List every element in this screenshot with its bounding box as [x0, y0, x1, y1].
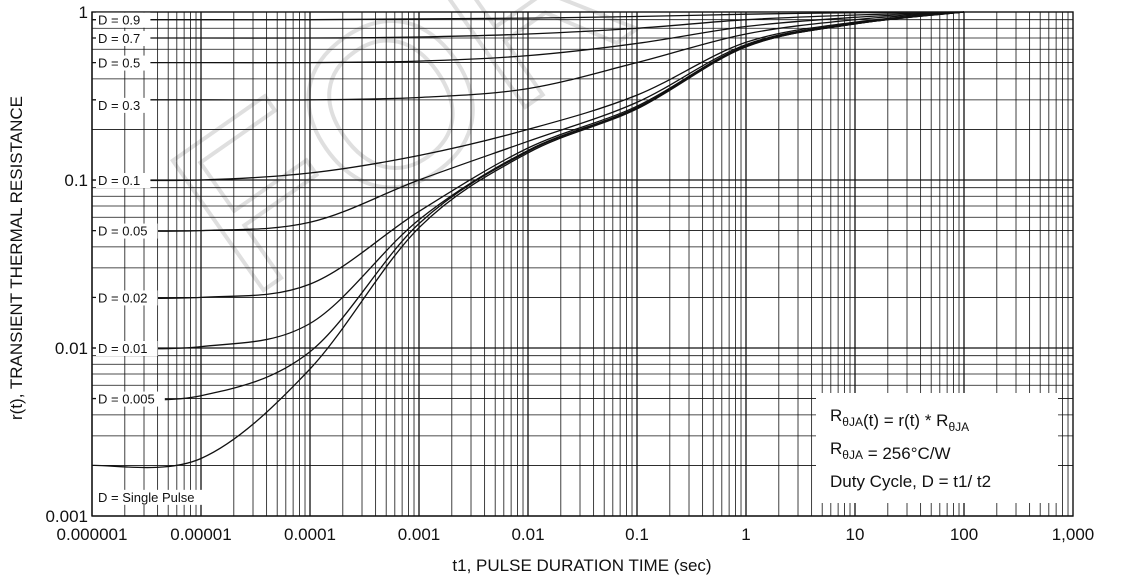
curve-label-bg — [96, 31, 151, 47]
curve-label: D = 0.05 — [98, 224, 148, 239]
annotation-part: Duty Cycle, D = t1/ t2 — [830, 472, 991, 491]
curve-label-bg — [96, 391, 165, 407]
series-line-4 — [91, 11, 965, 182]
x-tick-label: 0.001 — [398, 525, 441, 544]
y-tick-label: 0.1 — [64, 171, 88, 190]
watermark: FOR — [127, 0, 676, 343]
curve-label: D = 0.9 — [98, 13, 140, 28]
x-tick-label: 0.000001 — [57, 525, 128, 544]
curve-label-bg — [96, 223, 158, 239]
annotation-line: RθJA(t) = r(t) * RθJA — [830, 406, 969, 434]
curve-label: D = 0.3 — [98, 98, 140, 113]
curve-label-bg — [96, 290, 158, 306]
curve-label-bg — [96, 55, 151, 71]
annotation-part: R — [830, 439, 842, 458]
series-line-1 — [91, 11, 965, 39]
annotation-part: R — [830, 406, 842, 425]
annotation-subscript: θJA — [948, 420, 969, 434]
x-axis-title: t1, PULSE DURATION TIME (sec) — [452, 556, 711, 575]
curve-label-bg — [96, 173, 151, 188]
curve-label: D = 0.01 — [98, 341, 148, 356]
curve-label-bg — [96, 489, 216, 505]
annotation-part: (t) = r(t) * R — [863, 411, 948, 430]
curve-label: D = 0.1 — [98, 173, 140, 188]
x-tick-label: 0.0001 — [284, 525, 336, 544]
x-tick-label: 0.00001 — [170, 525, 231, 544]
series-lines — [91, 11, 965, 469]
curve-label: D = 0.005 — [98, 392, 155, 407]
x-tick-label: 0.1 — [625, 525, 649, 544]
y-tick-label: 0.01 — [55, 339, 88, 358]
y-tick-label: 1 — [79, 3, 88, 22]
annotation-line: RθJA = 256°C/W — [830, 439, 951, 463]
annotation-part: = 256°C/W — [863, 444, 951, 463]
curve-label: D = 0.02 — [98, 290, 148, 305]
axes: 0.000001 0.00001 0.0001 0.001 0.01 0.1 1 10 100 1… — [45, 3, 1094, 544]
series-line-2 — [91, 11, 965, 64]
curve-label: D = Single Pulse — [98, 490, 194, 505]
curve-label-bg — [96, 341, 158, 356]
curve-label-bg — [96, 12, 151, 28]
y-tick-label: 0.001 — [45, 507, 88, 526]
x-tick-label: 1,000 — [1052, 525, 1095, 544]
x-tick-label: 1 — [741, 525, 750, 544]
watermark-text: FOR — [129, 0, 674, 341]
y-axis-title: r(t), TRANSIENT THERMAL RESISTANCE — [7, 96, 26, 420]
curve-label: D = 0.5 — [98, 56, 140, 71]
annotation-line: Duty Cycle, D = t1/ t2 — [830, 472, 991, 491]
annotation-subscript: θJA — [842, 448, 863, 462]
x-tick-label: 0.01 — [511, 525, 544, 544]
annotation-subscript: θJA — [842, 415, 863, 429]
series-line-9 — [91, 11, 965, 469]
x-tick-label: 100 — [950, 525, 978, 544]
annotation-box-bg — [816, 393, 1058, 503]
x-tick-label: 10 — [846, 525, 865, 544]
curve-labels: D = 0.9 D = 0.7 D = 0.5 D = 0.3 D = 0.1 D = 0… — [96, 12, 216, 505]
plot-frame — [91, 11, 1074, 517]
curve-label-bg — [96, 97, 151, 113]
series-line-0 — [92, 11, 965, 21]
curve-label: D = 0.7 — [98, 31, 140, 46]
series-line-3 — [91, 11, 965, 101]
